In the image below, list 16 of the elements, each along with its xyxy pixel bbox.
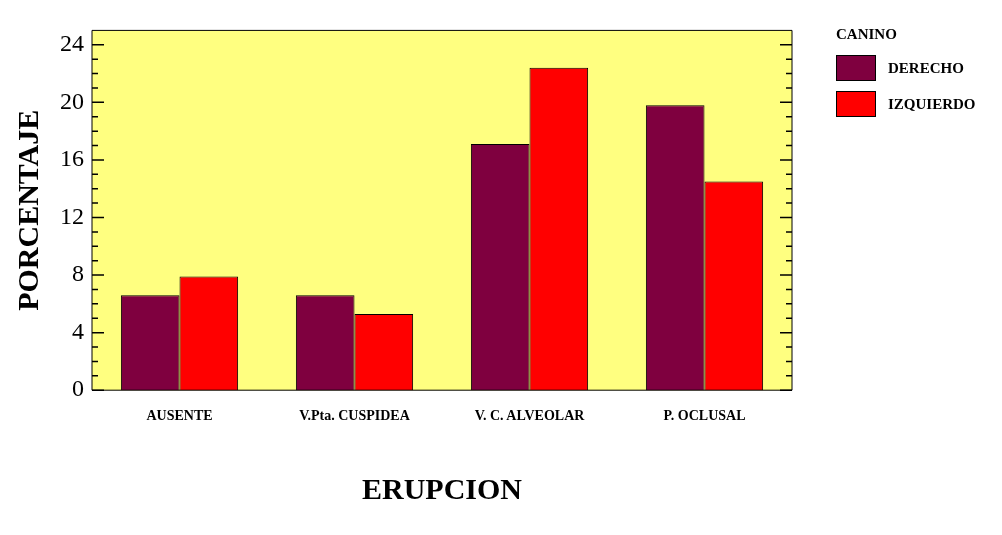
y-tick-label: 0 bbox=[72, 375, 84, 402]
legend-title: CANINO bbox=[836, 26, 898, 43]
y-axis-title: PORCENTAJE bbox=[10, 109, 44, 311]
y-tick-label: 4 bbox=[72, 317, 84, 344]
x-tick-label: P. OCLUSAL bbox=[663, 408, 746, 424]
y-tick-label: 8 bbox=[72, 260, 84, 287]
x-tick-label: V.Pta. CUSPIDEA bbox=[299, 408, 411, 424]
y-tick-label: 20 bbox=[60, 87, 84, 114]
x-tick-label: V. C. ALVEOLAR bbox=[474, 408, 586, 424]
y-tick-label: 12 bbox=[60, 202, 84, 229]
legend-label: IZQUIERDO bbox=[888, 95, 976, 113]
y-tick-label: 24 bbox=[60, 30, 84, 57]
y-tick-label: 16 bbox=[60, 145, 84, 172]
x-tick-label: AUSENTE bbox=[146, 408, 213, 424]
x-axis-title: ERUPCION bbox=[361, 471, 523, 505]
legend-label: DERECHO bbox=[888, 59, 964, 77]
